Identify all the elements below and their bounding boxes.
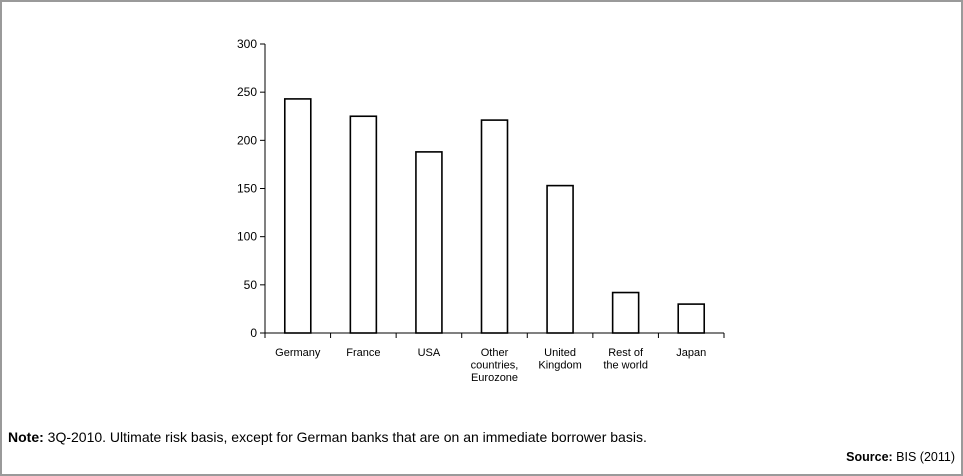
x-category-label-line: Japan bbox=[676, 347, 706, 359]
x-category-label: Other countries, Eurozone bbox=[471, 347, 519, 384]
x-category-label-line: countries, bbox=[471, 360, 519, 372]
x-category-label-line: Kingdom bbox=[538, 360, 581, 372]
y-tick-label: 150 bbox=[237, 182, 257, 196]
y-tick-label: 0 bbox=[250, 326, 257, 340]
x-category-label-line: United bbox=[544, 347, 576, 359]
source-label: Source: bbox=[846, 450, 893, 464]
y-tick-label: 200 bbox=[237, 133, 257, 147]
x-category-label-line: Rest of bbox=[608, 347, 644, 359]
source-text: Source: BIS (2011) bbox=[846, 450, 955, 464]
x-category-label: United Kingdom bbox=[538, 347, 581, 372]
x-category-label: Japan bbox=[676, 347, 706, 359]
source-body: BIS (2011) bbox=[892, 450, 955, 464]
x-category-label: Germany bbox=[275, 347, 321, 359]
x-category-label-line: France bbox=[346, 347, 380, 359]
x-category-label-line: the world bbox=[603, 360, 648, 372]
bar bbox=[283, 98, 312, 334]
bar-chart: 0 50 100 150 200 250 300 Germany France USA Other c… bbox=[237, 37, 725, 384]
y-tick-label: 250 bbox=[237, 85, 257, 99]
x-category-label-line: Other bbox=[481, 347, 509, 359]
x-category-label-line: Eurozone bbox=[471, 372, 518, 384]
note-label: Note: bbox=[8, 429, 44, 445]
note-body: 3Q-2010. Ultimate risk basis, except for… bbox=[43, 429, 647, 445]
bar bbox=[677, 303, 706, 334]
y-tick-label: 100 bbox=[237, 230, 257, 244]
y-tick-label: 300 bbox=[237, 37, 257, 51]
y-tick-label: 50 bbox=[244, 278, 258, 292]
x-category-label: France bbox=[346, 347, 380, 359]
note-text: Note: 3Q-2010. Ultimate risk basis, exce… bbox=[8, 429, 647, 445]
bar bbox=[349, 115, 378, 334]
bar bbox=[546, 184, 574, 334]
x-category-label-line: USA bbox=[418, 347, 441, 359]
bar bbox=[611, 291, 640, 334]
x-category-label: USA bbox=[418, 347, 441, 359]
bar bbox=[415, 151, 443, 334]
x-category-label-line: Germany bbox=[275, 347, 321, 359]
x-category-label: Rest of the world bbox=[603, 347, 648, 372]
bar bbox=[480, 119, 509, 334]
